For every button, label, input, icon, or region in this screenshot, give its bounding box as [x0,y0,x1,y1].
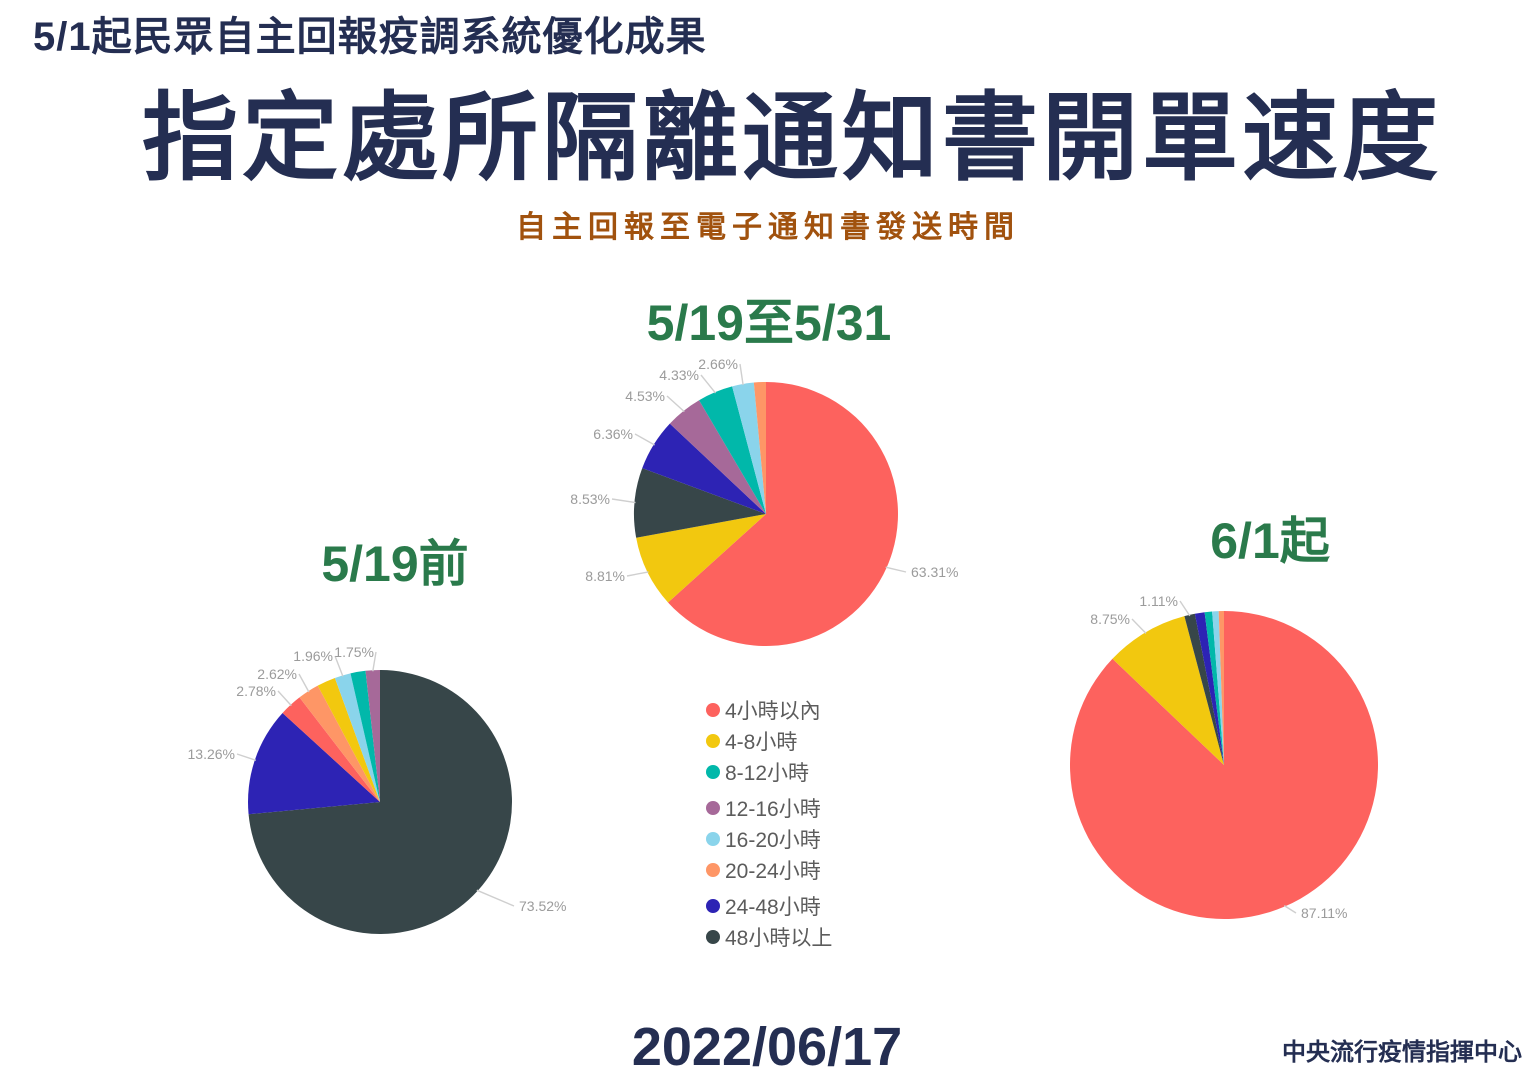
label-leader-line [634,433,655,446]
legend-label: 20-24小時 [725,859,821,883]
pie-before-519-slice-4 [317,677,380,802]
label-leader-line [611,498,636,504]
pie-before-519 [247,670,512,934]
legend-label: 16-20小時 [725,828,821,852]
pie-519-to-531-pct-label-3: 6.36% [593,426,633,442]
pie-519-to-531-slice-1 [636,514,766,603]
pie-519-to-531-slice-2 [634,468,766,538]
pie-from-61-slice-0 [1070,611,1379,919]
pie-from-61-pct-label-0: 87.11% [1301,905,1348,921]
pie-before-519-slice-5 [334,673,380,802]
pie-before-519-pct-label-7: 1.75% [334,644,374,660]
pie-before-519-slice-1 [247,712,380,815]
legend-dot-icon [706,733,720,748]
pie-519-to-531-slice-3 [642,423,766,514]
legend-item: 24-48小時 [706,890,832,921]
pie-before-519-slice-0 [248,670,512,934]
source-org: 中央流行疫情指揮中心 [1282,1039,1522,1066]
label-leader-line [885,566,907,573]
pie-from-61 [1070,611,1379,919]
pie-before-519-pct-label-5: 1.96% [293,648,333,664]
legend-dot-icon [706,702,720,717]
pie-519-to-531-pct-label-5: 4.33% [659,367,699,383]
pie-519-to-531-pct-label-2: 8.53% [570,491,610,507]
report-date: 2022/06/17 [631,1017,903,1077]
legend-dot-icon [706,800,720,815]
label-leader-line [236,753,257,761]
pie-before-519-slice-3 [299,685,380,802]
page-title: 指定處所隔離通知書開單速度 [142,85,1442,192]
label-leader-line [739,363,744,386]
label-leader-line [700,374,717,394]
pie-title-before-519: 5/19前 [321,536,469,592]
label-leader-line [334,655,344,677]
pie-519-to-531-slice-0 [668,382,898,647]
pie-from-61-slice-4 [1204,611,1224,765]
pie-before-519-pct-label-2: 2.78% [236,683,276,699]
pie-519-to-531-slice-7 [753,382,766,514]
pie-from-61-slice-2 [1184,613,1224,765]
label-leader-line [1283,905,1297,914]
legend-item: 48小時以上 [706,921,832,952]
pie-519-to-531 [634,382,898,647]
label-leader-line [298,673,310,693]
pie-from-61-slice-1 [1112,616,1224,765]
legend-dot-icon [706,862,720,877]
label-leader-line [666,395,685,413]
pie-519-to-531-pct-label-6: 2.66% [698,356,738,372]
pie-from-61-pct-label-1: 8.75% [1090,611,1130,627]
legend-dot-icon [706,929,720,944]
pie-title-519-to-531: 5/19至5/31 [646,295,892,351]
subtitle: 自主回報至電子通知書發送時間 [516,211,1020,244]
label-leader-line [277,690,292,707]
legend-item: 12-16小時 [706,792,832,823]
label-leader-line [372,651,377,672]
kicker-title: 5/1起民眾自主回報疫調系統優化成果 [33,15,707,59]
legend-item: 16-20小時 [706,823,832,854]
pie-before-519-slice-2 [282,697,380,802]
legend-label: 48小時以上 [725,926,833,950]
pie-519-to-531-slice-4 [669,400,766,514]
pie-title-from-61: 6/1起 [1210,513,1330,569]
legend-label: 24-48小時 [725,895,821,919]
pie-before-519-slice-7 [365,670,380,802]
legend: 4小時以內 4-8小時 8-12小時 12-16小時 16-20小時 20-24小時 24-… [706,694,832,952]
legend-item: 8-12小時 [706,756,832,787]
label-leader-line [1179,600,1191,617]
pie-from-61-slice-3 [1194,612,1224,765]
legend-label: 4小時以內 [725,699,821,723]
legend-label: 4-8小時 [725,730,798,754]
legend-label: 8-12小時 [725,761,810,785]
pie-from-61-slice-6 [1218,611,1224,765]
pie-519-to-531-pct-label-0: 63.31% [911,564,959,580]
pie-519-to-531-slice-5 [699,386,766,514]
legend-item: 4-8小時 [706,725,832,756]
legend-label: 12-16小時 [725,797,821,821]
legend-dot-icon [706,831,720,846]
pie-from-61-pct-label-2: 1.11% [1139,593,1178,609]
pie-before-519-pct-label-3: 2.62% [257,666,297,682]
label-leader-line [626,571,649,577]
pie-before-519-slice-6 [350,670,380,802]
pie-519-to-531-pct-label-1: 8.81% [585,568,625,584]
label-leader-line [1131,618,1147,634]
label-leader-line [476,889,515,907]
legend-item: 20-24小時 [706,854,832,885]
legend-item: 4小時以內 [706,694,832,725]
legend-dot-icon [706,764,720,779]
legend-dot-icon [706,898,720,913]
pie-before-519-pct-label-1: 13.26% [187,746,235,762]
pie-before-519-pct-label-0: 73.52% [519,898,567,914]
pie-from-61-slice-5 [1212,611,1224,765]
pie-519-to-531-pct-label-4: 4.53% [625,388,665,404]
pie-519-to-531-slice-6 [732,382,766,514]
